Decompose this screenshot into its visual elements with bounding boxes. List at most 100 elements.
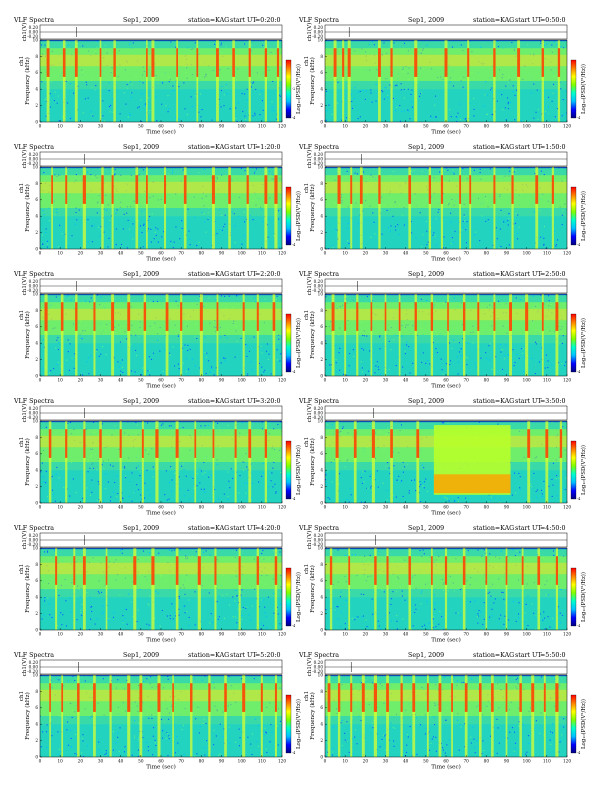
time-tick-label: 30 [98, 632, 104, 637]
time-tick-label: 40 [118, 251, 124, 256]
burst-core [545, 429, 549, 458]
burst-mark [101, 167, 104, 249]
ch-axis-label: ch1(V) [306, 150, 313, 169]
time-tick-label: 120 [563, 378, 571, 383]
panel-time-label: start UT [515, 17, 542, 24]
freq-tick-label: 2 [320, 738, 323, 743]
spectrogram-panel: VLF Spectra Sep1, 2009 station=KAG start UT… [13, 144, 302, 263]
time-tick-label: 90 [219, 251, 225, 256]
burst-mark [361, 675, 365, 757]
colorbar-label: Log₁₀(PSD(V²/Hz)) [295, 699, 302, 749]
colorbar-tick-label: -4 [292, 370, 295, 374]
time-tick-label: 70 [463, 378, 469, 383]
burst-mark [155, 421, 159, 503]
burst-mark [519, 675, 522, 757]
time-tick-label: 110 [258, 378, 266, 383]
burst-mark [531, 675, 535, 757]
burst-core [256, 556, 259, 585]
spectrogram-image [40, 548, 282, 630]
burst-core [493, 175, 496, 204]
colorbar-label: Log₁₀(PSD(V²/Hz)) [295, 445, 302, 495]
burst-mark [274, 548, 278, 630]
panel-station: station=KAG [473, 525, 514, 532]
colorbar-label: Log₁₀(PSD(V²/Hz)) [580, 572, 587, 622]
panel-station: station=KAG [473, 398, 514, 405]
freq-tick-label: 6 [320, 578, 323, 583]
time-tick-label: 30 [383, 505, 389, 510]
burst-core [493, 48, 496, 77]
freq-tick-label: 6 [320, 451, 323, 456]
burst-mark [444, 548, 448, 630]
burst-core [462, 302, 466, 331]
burst-mark [373, 675, 378, 757]
time-tick-label: 70 [178, 124, 184, 129]
burst-mark [527, 421, 531, 503]
burst-core [232, 48, 235, 77]
spectrogram-panel: VLF Spectra Sep1, 2009 station=KAG start UT… [13, 652, 302, 771]
burst-mark [234, 421, 237, 503]
freq-tick-label: 2 [320, 357, 323, 362]
burst-core [211, 175, 215, 204]
burst-core [408, 556, 411, 585]
burst-core [248, 48, 251, 77]
burst-core [440, 175, 444, 204]
time-tick-label: 120 [563, 124, 571, 129]
burst-mark [414, 40, 418, 122]
burst-core [73, 556, 76, 585]
burst-mark [430, 294, 434, 376]
ch-tick-label: 0.00 [314, 283, 324, 288]
burst-core [491, 683, 494, 712]
panel-title: VLF Spectra [13, 652, 54, 659]
panel-start-ut: =2:50:0 [540, 271, 566, 278]
burst-mark [347, 40, 351, 122]
burst-core [194, 429, 197, 458]
burst-mark [99, 421, 102, 503]
time-tick-label: 100 [523, 505, 531, 510]
burst-mark [543, 675, 546, 757]
panel-title: VLF Spectra [13, 17, 54, 24]
burst-mark [172, 675, 174, 757]
burst-core [521, 556, 524, 585]
burst-mark [386, 675, 389, 757]
burst-mark [113, 40, 116, 122]
panel-station: station=KAG [473, 652, 514, 659]
freq-tick-label: 10 [318, 291, 324, 296]
time-tick-label: 70 [463, 759, 469, 764]
freq-tick-label: 4 [35, 468, 38, 473]
ch-tick-label: 0.00 [314, 664, 324, 669]
burst-core [214, 556, 217, 585]
burst-mark [493, 40, 496, 122]
time-tick-label: 10 [342, 124, 348, 129]
burst-mark [414, 294, 417, 376]
ch-tick-label: 0.00 [29, 283, 39, 288]
colorbar-tick-label: -4 [577, 370, 580, 374]
time-tick-label: 120 [563, 505, 571, 510]
burst-core [359, 175, 363, 204]
ch-tick-label: 0.20 [29, 152, 39, 157]
freq-tick-label: 10 [33, 37, 39, 42]
burst-core [145, 175, 148, 204]
time-tick-label: 100 [523, 632, 531, 637]
burst-mark [208, 675, 211, 757]
burst-core [350, 683, 353, 712]
freq-tick-label: 6 [35, 70, 38, 75]
burst-core [216, 302, 219, 331]
burst-core [444, 556, 448, 585]
panel-station: station=KAG [188, 652, 229, 659]
panel-title: VLF Spectra [13, 525, 54, 532]
freq-tick-label: 0 [320, 754, 323, 759]
freq-tick-label: 10 [33, 291, 39, 296]
burst-core [51, 175, 53, 204]
time-tick-label: 20 [78, 759, 84, 764]
freq-tick-label: 8 [320, 435, 323, 440]
burst-core [428, 175, 432, 204]
burst-mark [451, 675, 453, 757]
burst-core [65, 175, 68, 204]
channel-tag: ch1 [304, 691, 310, 701]
time-tick-label: 0 [39, 505, 42, 510]
burst-core [337, 683, 341, 712]
burst-mark [511, 167, 514, 249]
ch-tick-label: 0.20 [314, 279, 324, 284]
time-tick-label: 50 [423, 759, 429, 764]
burst-mark [545, 421, 549, 503]
